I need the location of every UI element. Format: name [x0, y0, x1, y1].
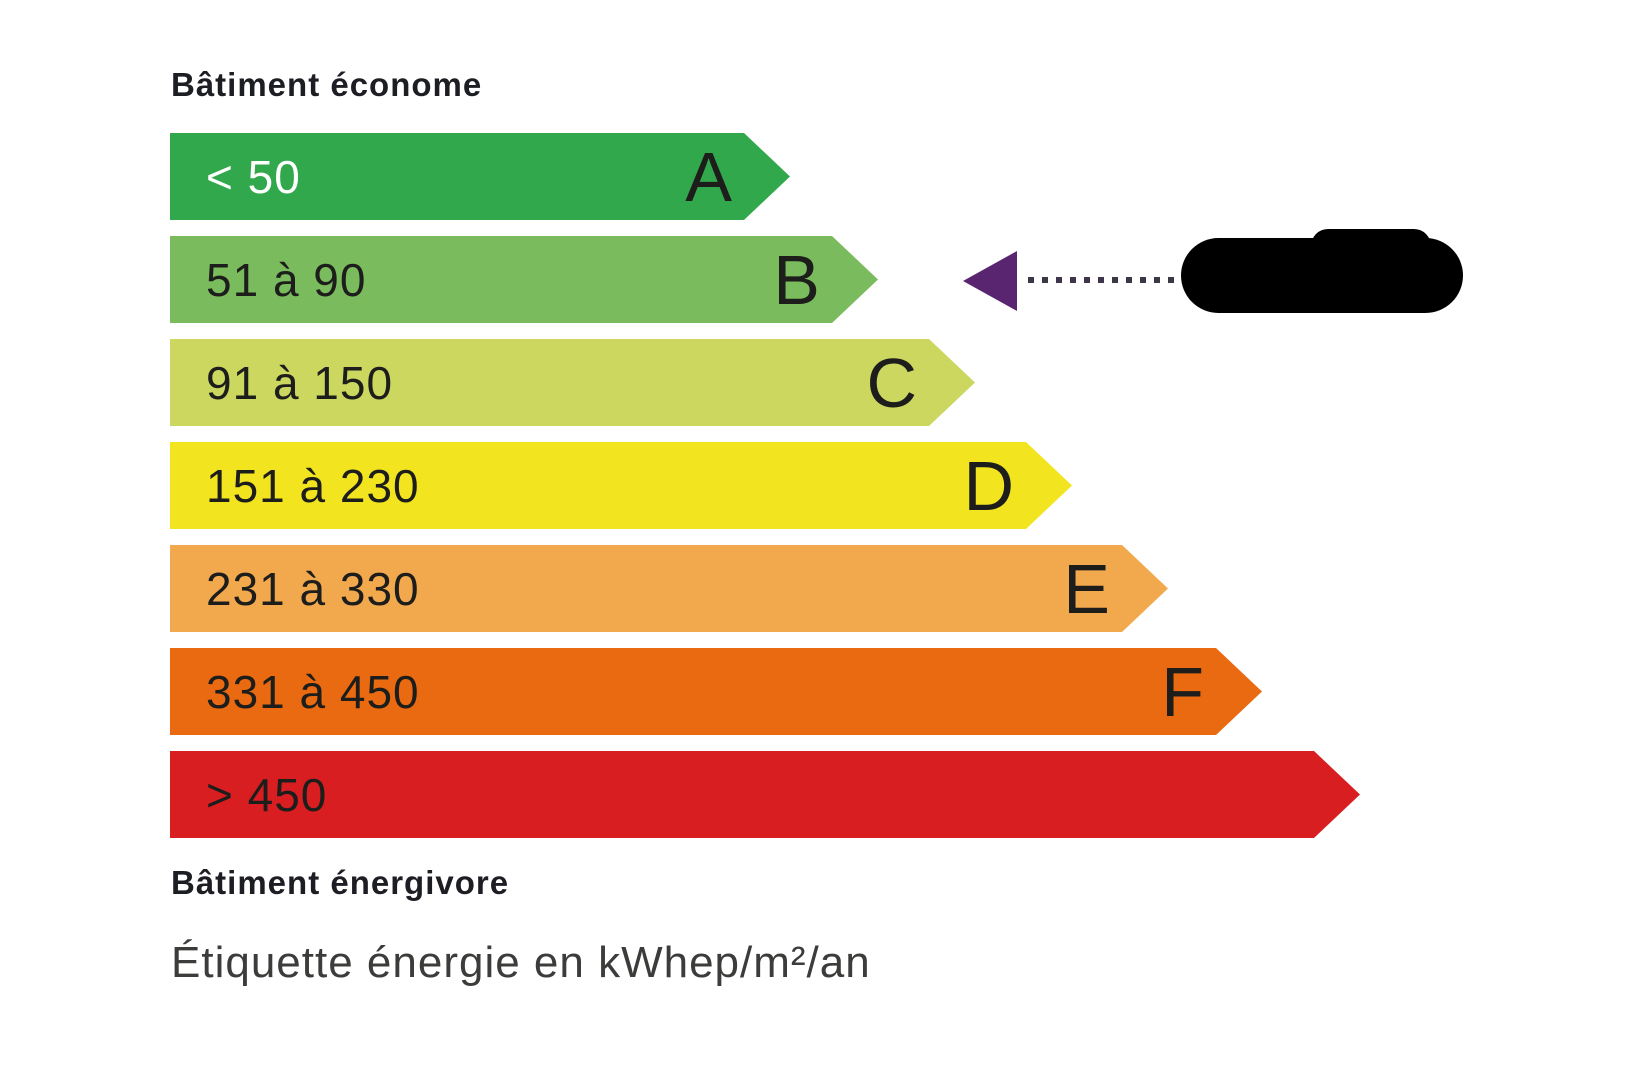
energy-class-letter-c: C — [866, 343, 917, 422]
arrow-left-icon — [963, 251, 1017, 311]
energy-class-letter-a: A — [685, 137, 732, 216]
energy-intensive-building-label: Bâtiment énergivore — [171, 864, 510, 901]
energy-class-letter-b: B — [773, 240, 820, 319]
energy-range-label-c: 91 à 150 — [206, 356, 394, 409]
energy-range-label-a: < 50 — [206, 150, 301, 203]
energy-label-caption: Étiquette énergie en kWhep/m²/an — [171, 938, 871, 987]
energy-range-label-g: > 450 — [206, 768, 328, 821]
energy-bar-e: 231 à 330 E — [170, 545, 1168, 632]
energy-bar-a: < 50 A — [170, 133, 790, 220]
energy-range-label-e: 231 à 330 — [206, 562, 420, 615]
energy-class-letter-f: F — [1161, 652, 1204, 731]
energy-class-letter-d: D — [963, 446, 1014, 525]
energy-bar-b: 51 à 90 B — [170, 236, 878, 323]
energy-bar-c: 91 à 150 C — [170, 339, 975, 426]
energy-bar-g: > 450 — [170, 751, 1360, 838]
energy-bar-f: 331 à 450 F — [170, 648, 1262, 735]
economical-building-label: Bâtiment économe — [171, 66, 483, 103]
energy-range-label-b: 51 à 90 — [206, 253, 367, 306]
energy-bar-d: 151 à 230 D — [170, 442, 1072, 529]
redacted-value-blob — [1181, 229, 1463, 313]
dotted-connector-line — [1028, 277, 1178, 283]
energy-class-letter-e: E — [1063, 549, 1110, 628]
energy-range-label-f: 331 à 450 — [206, 665, 420, 718]
energy-range-label-d: 151 à 230 — [206, 459, 420, 512]
